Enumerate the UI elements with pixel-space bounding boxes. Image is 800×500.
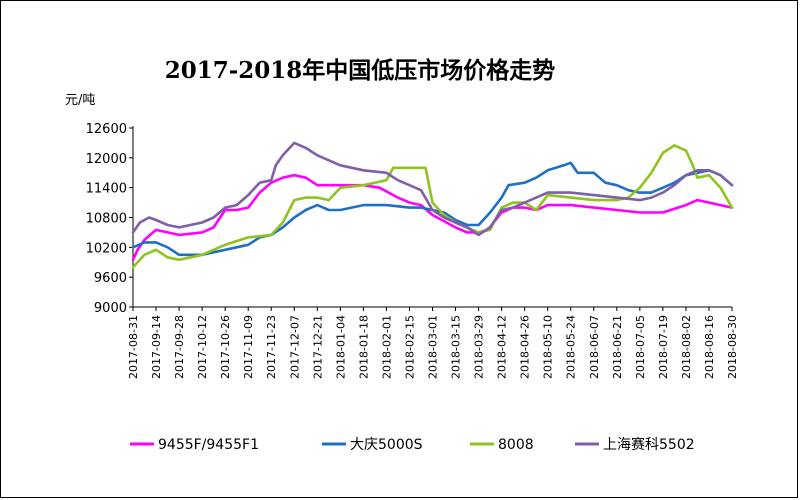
x-tick-label: 2018-08-16 [703, 315, 716, 379]
y-tick-label: 11400 [86, 182, 127, 197]
series-layer [131, 141, 734, 269]
y-tick-label: 10200 [86, 241, 127, 256]
x-tick-label: 2018-05-24 [565, 315, 578, 379]
x-tick-label: 2017-08-31 [127, 315, 140, 379]
x-tick-label: 2017-12-21 [311, 315, 324, 379]
x-tick-label: 2018-03-29 [473, 315, 486, 379]
series-line [131, 161, 734, 257]
x-tick-label: 2018-06-07 [588, 315, 601, 379]
x-tick-label: 2018-03-01 [427, 315, 440, 379]
axes: 9000 9600 10200 10800 11400 12000 12600 2017-08… [86, 122, 739, 379]
legend-label: 8008 [498, 437, 534, 453]
x-tick-label: 2018-06-21 [611, 315, 624, 379]
series-line [131, 141, 734, 237]
series-line [131, 173, 734, 262]
legend-label: 大庆5000S [350, 437, 423, 453]
x-tick-label: 2018-07-19 [657, 315, 670, 379]
chart-title: 2017-2018年中国低压市场价格走势 [165, 57, 556, 84]
y-tick-label: 10800 [86, 212, 127, 227]
x-tick-label: 2017-11-23 [265, 315, 278, 379]
x-tick-label: 2018-08-30 [726, 315, 739, 379]
x-tick-label: 2018-02-15 [403, 315, 416, 379]
x-tick-label: 2018-04-12 [496, 315, 509, 379]
x-tick-label: 2018-01-18 [357, 315, 370, 379]
x-tick-label: 2017-09-14 [150, 315, 163, 379]
x-tick-label: 2018-07-05 [634, 315, 647, 379]
y-tick-label: 12000 [86, 152, 127, 167]
x-tick-label: 2018-02-01 [380, 315, 393, 379]
x-tick-label: 2018-05-10 [542, 315, 555, 379]
x-tick-label: 2017-12-07 [288, 315, 301, 379]
series-line [131, 144, 734, 269]
legend-label: 上海赛科5502 [603, 437, 695, 453]
x-tick-label: 2018-04-26 [519, 315, 532, 379]
x-tick-label: 2018-01-04 [334, 315, 347, 379]
x-tick-label: 2017-11-09 [242, 315, 255, 379]
x-tick-label: 2018-08-02 [680, 315, 693, 379]
x-tick-label: 2018-03-15 [450, 315, 463, 379]
legend: 9455F/9455F1 大庆5000S 8008 上海赛科5502 [130, 437, 695, 453]
y-tick-label: 9000 [94, 301, 127, 316]
y-tick-label: 9600 [94, 271, 127, 286]
x-tick-label: 2017-09-28 [173, 315, 186, 379]
legend-label: 9455F/9455F1 [158, 437, 259, 453]
x-tick-label: 2017-10-12 [196, 315, 209, 379]
y-tick-label: 12600 [86, 122, 127, 137]
y-axis-unit: 元/吨 [65, 93, 95, 108]
x-tick-label: 2017-10-26 [219, 315, 232, 379]
